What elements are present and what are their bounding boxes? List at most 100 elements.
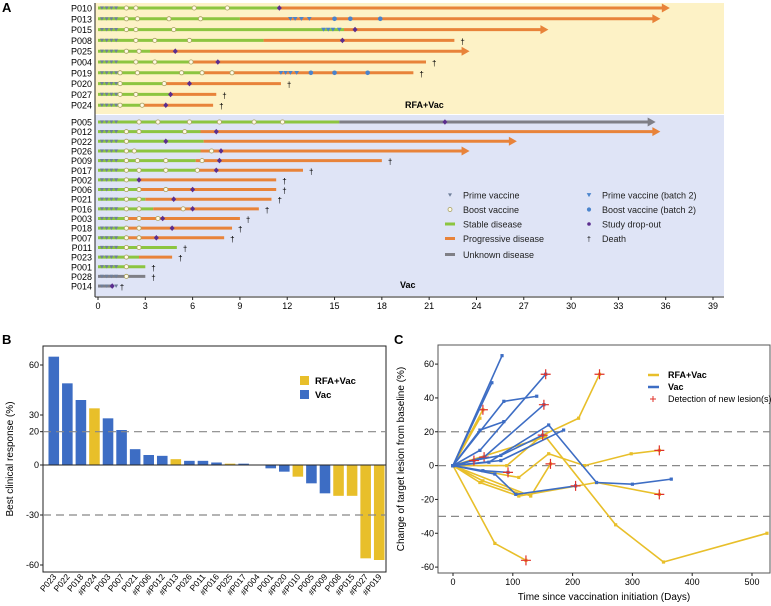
bar-P011 xyxy=(197,460,209,465)
y-tick-label: -20 xyxy=(421,494,434,504)
boost-vaccine-marker xyxy=(155,215,161,221)
y-tick-label: 20 xyxy=(424,427,434,437)
x-tick-label: 27 xyxy=(519,301,529,311)
boost-vaccine-marker xyxy=(123,167,129,173)
prime-vaccine-marker xyxy=(114,49,119,53)
boost-vaccine-marker xyxy=(139,102,145,108)
x-tick-label: 200 xyxy=(565,577,580,587)
bar-P026 xyxy=(184,460,195,465)
boost-vaccine-marker xyxy=(136,48,142,54)
boost-vaccine-marker xyxy=(123,215,129,221)
bar-P006 xyxy=(143,455,154,465)
data-point xyxy=(520,492,524,496)
boost-vaccine-marker xyxy=(117,81,123,87)
x-tick-label: 3 xyxy=(143,301,148,311)
boost-vaccine-marker xyxy=(134,158,140,164)
boost-vaccine-marker xyxy=(131,148,137,154)
boost-vaccine-marker xyxy=(123,235,129,241)
boost-vaccine-marker xyxy=(134,16,140,22)
data-point xyxy=(629,452,633,456)
prime-vaccine-marker xyxy=(99,187,104,192)
legend-label: Progressive disease xyxy=(463,234,544,244)
legend-label: RFA+Vac xyxy=(315,376,356,387)
x-tick-label: 100 xyxy=(505,577,520,587)
data-point xyxy=(594,480,599,485)
patient-label: P023 xyxy=(71,253,92,263)
prime-vaccine-marker xyxy=(109,28,114,32)
boost-vaccine-marker xyxy=(216,119,222,125)
prime-vaccine-batch2-marker xyxy=(336,27,342,32)
ongoing-arrow-icon xyxy=(540,25,549,35)
prime-vaccine-marker xyxy=(114,103,119,107)
death-dagger-icon: † xyxy=(230,235,234,244)
legend-label: Detection of new lesion(s) xyxy=(668,394,771,404)
data-point xyxy=(669,477,673,481)
death-dagger-icon: † xyxy=(151,273,155,282)
legend-label: Vac xyxy=(668,382,684,392)
new-lesion-marker xyxy=(538,399,549,410)
prime-vaccine-marker xyxy=(104,284,109,288)
data-point xyxy=(499,458,503,463)
panel-label-a: A xyxy=(2,0,12,15)
prime-vaccine-marker xyxy=(109,6,114,10)
bar-P010 xyxy=(292,465,304,477)
prime-vaccine-marker xyxy=(99,168,104,173)
y-tick-label: -60 xyxy=(421,562,434,572)
bar-P019 xyxy=(373,465,385,560)
bar-P021 xyxy=(129,449,141,465)
bar-P018 xyxy=(75,400,87,465)
prime-vaccine-marker xyxy=(114,178,119,182)
patient-label: P004 xyxy=(71,58,92,68)
patient-label: P016 xyxy=(71,204,92,214)
death-dagger-icon: † xyxy=(238,225,242,234)
study-dropout-marker xyxy=(190,186,196,193)
panel-label-c: C xyxy=(394,332,404,347)
data-point xyxy=(544,435,548,439)
y-tick-label: 0 xyxy=(34,460,39,470)
prime-vaccine-marker xyxy=(109,226,114,230)
y-tick-label: 20 xyxy=(29,427,39,437)
patient-label: P015 xyxy=(71,25,92,35)
patient-label: P027 xyxy=(71,90,92,100)
boost-vaccine-marker xyxy=(123,5,129,11)
data-point xyxy=(765,531,769,535)
x-tick-label: 33 xyxy=(613,301,623,311)
x-tick-label: 24 xyxy=(471,301,481,311)
data-point xyxy=(630,482,634,486)
death-dagger-icon: † xyxy=(388,158,392,167)
prime-vaccine-batch2-marker xyxy=(325,27,331,32)
vac-group-background xyxy=(95,115,724,296)
patient-label: P020 xyxy=(71,79,92,89)
prime-vaccine-marker xyxy=(109,274,114,279)
prime-vaccine-marker xyxy=(114,82,119,86)
prime-vaccine-marker xyxy=(99,149,104,153)
bar-P017 xyxy=(238,463,249,465)
boost-vaccine-marker xyxy=(133,5,139,11)
prime-vaccine-marker xyxy=(99,60,104,64)
prime-vaccine-marker xyxy=(114,187,119,192)
data-point xyxy=(500,354,504,358)
boost-vaccine-marker xyxy=(171,27,177,33)
prime-vaccine-marker xyxy=(104,60,109,64)
new-lesion-marker xyxy=(570,480,581,491)
boost-vaccine-marker xyxy=(123,129,129,135)
prime-vaccine-marker xyxy=(114,139,119,144)
prime-vaccine-marker xyxy=(104,265,109,269)
study-dropout-marker xyxy=(218,148,224,154)
x-tick-label: 30 xyxy=(566,301,576,311)
patient-label: P005 xyxy=(71,118,92,128)
death-dagger-icon: † xyxy=(287,81,291,90)
data-point xyxy=(614,523,618,527)
prime-vaccine-marker xyxy=(109,139,114,144)
x-tick-label: 15 xyxy=(330,301,340,311)
ongoing-arrow-icon xyxy=(508,136,517,146)
patient-label: P025 xyxy=(71,47,92,57)
prime-vaccine-marker xyxy=(104,207,109,211)
study-dropout-marker xyxy=(352,26,358,33)
boost-vaccine-marker xyxy=(123,244,129,250)
boost-vaccine-batch2-marker xyxy=(332,16,337,22)
new-lesion-marker xyxy=(540,369,551,380)
x-tick-label: 0 xyxy=(95,301,100,311)
death-dagger-icon: † xyxy=(120,283,124,292)
